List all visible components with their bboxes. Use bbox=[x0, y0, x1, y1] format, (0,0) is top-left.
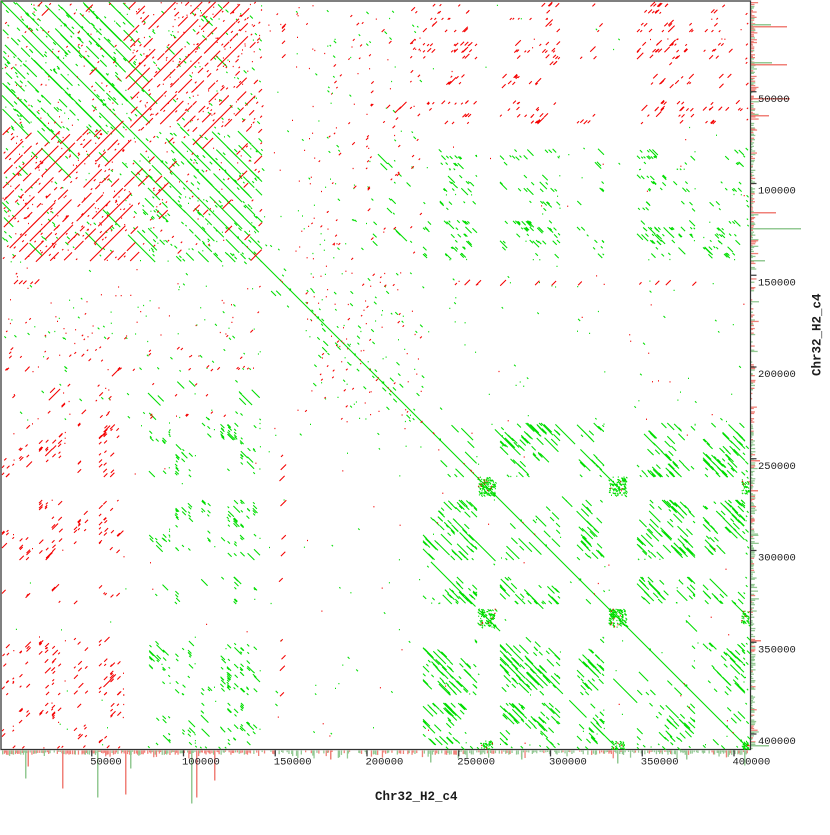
svg-text:350000: 350000 bbox=[758, 645, 796, 657]
svg-text:200000: 200000 bbox=[758, 369, 796, 381]
svg-text:150000: 150000 bbox=[758, 277, 796, 289]
svg-text:400000: 400000 bbox=[733, 757, 771, 769]
svg-text:100000: 100000 bbox=[182, 757, 220, 769]
svg-text:400000: 400000 bbox=[758, 736, 796, 748]
svg-text:Chr32_H2_c4: Chr32_H2_c4 bbox=[811, 293, 825, 376]
svg-text:100000: 100000 bbox=[758, 186, 796, 198]
svg-text:50000: 50000 bbox=[758, 94, 790, 106]
svg-text:250000: 250000 bbox=[457, 757, 495, 769]
svg-text:250000: 250000 bbox=[758, 461, 796, 473]
svg-text:150000: 150000 bbox=[274, 757, 312, 769]
svg-text:300000: 300000 bbox=[758, 553, 796, 565]
svg-text:350000: 350000 bbox=[641, 757, 679, 769]
svg-text:200000: 200000 bbox=[366, 757, 404, 769]
svg-text:50000: 50000 bbox=[90, 757, 122, 769]
svg-text:300000: 300000 bbox=[549, 757, 587, 769]
svg-text:Chr32_H2_c4: Chr32_H2_c4 bbox=[375, 790, 458, 804]
